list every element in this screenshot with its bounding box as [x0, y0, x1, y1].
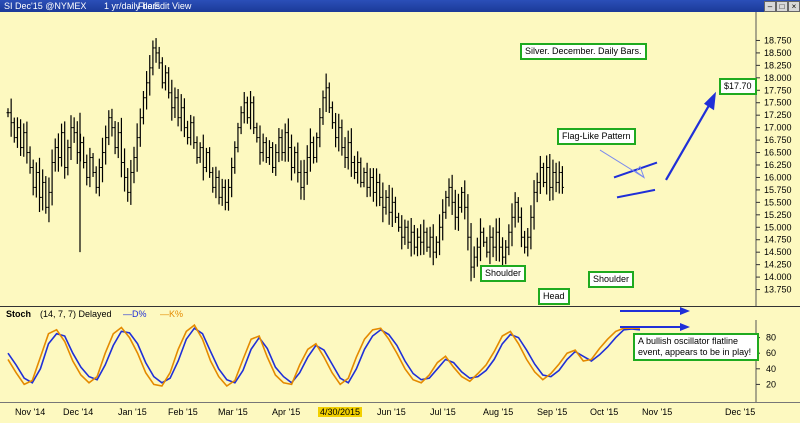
stochastic-panel[interactable]: 80 60 40 20 A bullish oscillator flatline e… — [0, 307, 800, 402]
stoch-header: Stoch (14, 7, 7) Delayed —D% —K% — [0, 306, 800, 321]
flag-upper-line — [613, 161, 658, 179]
interval-label[interactable]: 1 yr/daily bars — [104, 1, 161, 11]
ohlc-bars — [6, 38, 564, 282]
left-shoulder-label: Shoulder — [480, 265, 527, 282]
price-target-label: $17.70 — [719, 78, 757, 95]
price-tick-label: 16.250 — [764, 160, 792, 170]
date-label: 4/30/2015 — [318, 407, 363, 417]
flag-pattern-label: Flag-Like Pattern — [557, 128, 636, 145]
price-tick-label: 15.000 — [764, 222, 792, 232]
date-label: Sep '15 — [537, 407, 568, 417]
stoch-tick-label: 40 — [766, 364, 776, 374]
flag-pointer-arrowhead — [635, 165, 646, 179]
date-label: Dec '14 — [63, 407, 94, 417]
price-tick-label: 17.250 — [764, 110, 792, 120]
price-tick-label: 14.000 — [764, 272, 792, 282]
d-legend: —D% — [123, 309, 147, 319]
price-tick-label: 14.250 — [764, 260, 792, 270]
oscillator-note: A bullish oscillator flatline event, app… — [633, 333, 759, 361]
stoch-tick-label: 80 — [766, 333, 776, 343]
menu-view[interactable]: View — [172, 1, 192, 11]
minimize-icon[interactable]: – — [764, 1, 776, 12]
stochastic-chart[interactable]: 80 60 40 20 — [0, 307, 800, 402]
price-tick-label: 18.000 — [764, 73, 792, 83]
date-label: Apr '15 — [272, 407, 301, 417]
price-tick-label: 16.500 — [764, 148, 792, 158]
price-tick-label: 18.750 — [764, 35, 792, 45]
price-tick-label: 16.000 — [764, 172, 792, 182]
price-tick-label: 16.750 — [764, 135, 792, 145]
price-tick-label: 14.750 — [764, 235, 792, 245]
stoch-label: Stoch — [6, 309, 32, 319]
stoch-line-d — [7, 327, 641, 384]
date-label: Aug '15 — [483, 407, 514, 417]
close-icon[interactable]: × — [788, 1, 800, 12]
maximize-icon[interactable]: □ — [776, 1, 788, 12]
date-label: Oct '15 — [590, 407, 619, 417]
date-label: Jul '15 — [430, 407, 456, 417]
flatline-arrow-top-head — [680, 307, 690, 315]
price-tick-label: 17.750 — [764, 85, 792, 95]
date-label: Mar '15 — [218, 407, 248, 417]
target-arrow-line — [665, 99, 713, 181]
k-legend: —K% — [160, 309, 184, 319]
menu-file[interactable]: File — [138, 1, 153, 11]
stoch-line-k — [7, 323, 640, 388]
right-shoulder-label: Shoulder — [588, 271, 635, 288]
date-label: Nov '14 — [15, 407, 46, 417]
flag-pointer-line — [599, 149, 645, 178]
stoch-params: (14, 7, 7) Delayed — [40, 309, 112, 319]
price-tick-label: 18.250 — [764, 60, 792, 70]
window-title: SI Dec'15 @NYMEX — [4, 1, 87, 11]
menu-edit[interactable]: Edit — [154, 1, 170, 11]
date-label: Nov '15 — [642, 407, 673, 417]
price-tick-label: 15.750 — [764, 185, 792, 195]
price-chart[interactable]: 18.750 18.500 18.250 18.000 17.750 17.500 17.2… — [0, 12, 800, 306]
target-arrow-head — [704, 91, 716, 111]
price-tick-label: 18.500 — [764, 48, 792, 58]
flatline-arrow-bottom-head — [680, 323, 690, 331]
stoch-tick-label: 20 — [766, 379, 776, 389]
price-tick-label: 14.500 — [764, 247, 792, 257]
date-label: Jun '15 — [377, 407, 406, 417]
price-chart-panel[interactable]: 18.750 18.500 18.250 18.000 17.750 17.500 17.2… — [0, 12, 800, 306]
date-label: Dec '15 — [725, 407, 756, 417]
date-label: Jan '15 — [118, 407, 147, 417]
price-tick-label: 17.000 — [764, 123, 792, 133]
price-tick-label: 15.250 — [764, 210, 792, 220]
chart-title-box: Silver. December. Daily Bars. — [520, 43, 647, 60]
price-tick-label: 15.500 — [764, 197, 792, 207]
date-label: Feb '15 — [168, 407, 198, 417]
window-titlebar: SI Dec'15 @NYMEX 1 yr/daily bars File Ed… — [0, 0, 800, 12]
stoch-tick-label: 60 — [766, 348, 776, 358]
price-tick-label: 17.500 — [764, 98, 792, 108]
flag-lower-line — [616, 188, 656, 199]
date-axis: Nov '14 Dec '14 Jan '15 Feb '15 Mar '15 Apr '… — [0, 402, 800, 423]
head-label: Head — [538, 288, 570, 305]
price-tick-label: 13.750 — [764, 285, 792, 295]
